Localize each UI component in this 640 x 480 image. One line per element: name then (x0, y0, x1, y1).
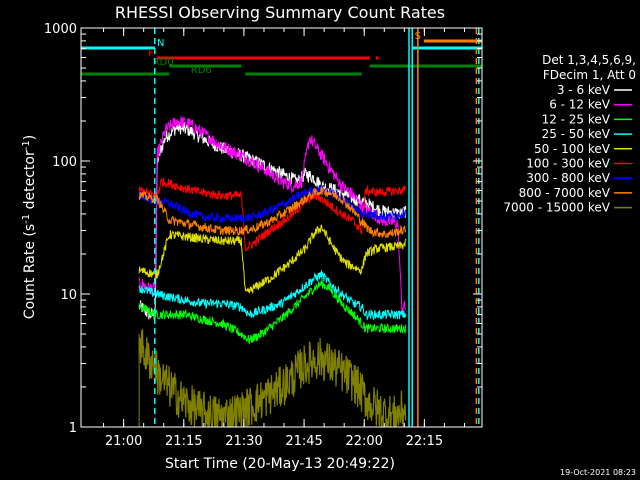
legend-header-decimation: FDecim 1, Att 0 (543, 68, 636, 82)
y-tick-label: 1000 (44, 22, 77, 37)
series-line-7000-15000-kev (138, 328, 407, 428)
x-tick-label: 21:00 (105, 434, 142, 449)
legend-entry-100-300-kev: 100 - 300 keV (526, 157, 632, 171)
legend-entry-300-800-kev: 300 - 800 keV (526, 171, 632, 185)
legend-entry-800-7000-kev: 800 - 7000 keV (519, 186, 632, 200)
x-tick-label: 22:00 (345, 434, 382, 449)
series-line-12-25-kev (138, 279, 407, 345)
series-line-800-7000-kev (138, 186, 407, 239)
series-line-6-12-kev (138, 116, 407, 313)
legend-label: 6 - 12 keV (549, 98, 611, 112)
x-axis-label: Start Time (20-May-13 20:49:22) (165, 456, 395, 472)
series-25-50-kev (138, 270, 407, 321)
series-line-50-100-kev (138, 224, 407, 294)
legend-entry-7000-15000-kev: 7000 - 15000 keV (503, 201, 632, 215)
legend-header-detectors: Det 1,3,4,5,6,9, (542, 53, 636, 67)
flag-label-rd6: RD6 (191, 65, 212, 76)
series-100-300-kev (138, 177, 407, 252)
flag-label-f: F (148, 48, 154, 59)
series-7000-15000-kev (138, 328, 407, 428)
x-tick-label: 21:45 (285, 434, 322, 449)
legend-label: 12 - 25 keV (542, 112, 611, 126)
legend-label: 7000 - 15000 keV (503, 201, 610, 215)
series-6-12-kev (138, 116, 407, 313)
series-layer (138, 116, 407, 428)
legend-entry-3-6-kev: 3 - 6 keV (557, 83, 632, 97)
y-axis-label-sup2: -1 (21, 140, 32, 150)
y-tick-label: 10 (60, 288, 77, 303)
series-line-300-800-kev (138, 184, 407, 224)
plot-frame (80, 27, 483, 428)
series-50-100-kev (138, 224, 407, 294)
series-line-100-300-kev (138, 177, 407, 252)
flag-label-rd0: RD0 (153, 57, 174, 68)
legend-label: 50 - 100 keV (534, 142, 611, 156)
chart-title: RHESSI Observing Summary Count Rates (115, 3, 445, 22)
x-tick-label: 21:30 (225, 434, 262, 449)
x-tick-label: 22:15 (406, 434, 443, 449)
legend-label: 300 - 800 keV (526, 171, 610, 185)
y-axis-label-mid: detector (22, 150, 38, 214)
legend-label: 25 - 50 keV (542, 127, 611, 141)
legend-entry-6-12-kev: 6 - 12 keV (549, 98, 632, 112)
axes-layer: 21:00 21:15 21:30 21:45 22:00 22:15 1 10 100 1000 (44, 22, 482, 449)
series-300-800-kev (138, 184, 407, 224)
y-axis-label-main: Count Rate (s (22, 224, 38, 319)
series-12-25-kev (138, 279, 407, 345)
legend-entry-12-25-kev: 12 - 25 keV (542, 112, 632, 126)
y-axis-label-end: ) (22, 135, 38, 140)
legend-entry-50-100-kev: 50 - 100 keV (534, 142, 632, 156)
footer-timestamp: 19-Oct-2021 08:23 (560, 468, 636, 477)
legend-label: 100 - 300 keV (526, 157, 610, 171)
y-axis-label-sup1: -1 (21, 214, 32, 224)
markers-layer (154, 28, 480, 427)
legend-label: 3 - 6 keV (557, 83, 611, 97)
legend-entry-25-50-kev: 25 - 50 keV (542, 127, 632, 141)
flags-layer: NFSRD0RD6 (81, 31, 482, 76)
x-tick-label: 21:15 (165, 434, 202, 449)
series-line-25-50-kev (138, 270, 407, 321)
y-tick-label: 100 (52, 155, 77, 170)
legend-label: 800 - 7000 keV (519, 186, 611, 200)
series-800-7000-kev (138, 186, 407, 239)
y-axis-label: Count Rate (s-1 detector-1) (21, 135, 38, 319)
y-tick-label: 1 (69, 421, 77, 436)
legend: Det 1,3,4,5,6,9, FDecim 1, Att 0 3 - 6 k… (503, 53, 636, 215)
flag-label-n: N (157, 38, 164, 49)
